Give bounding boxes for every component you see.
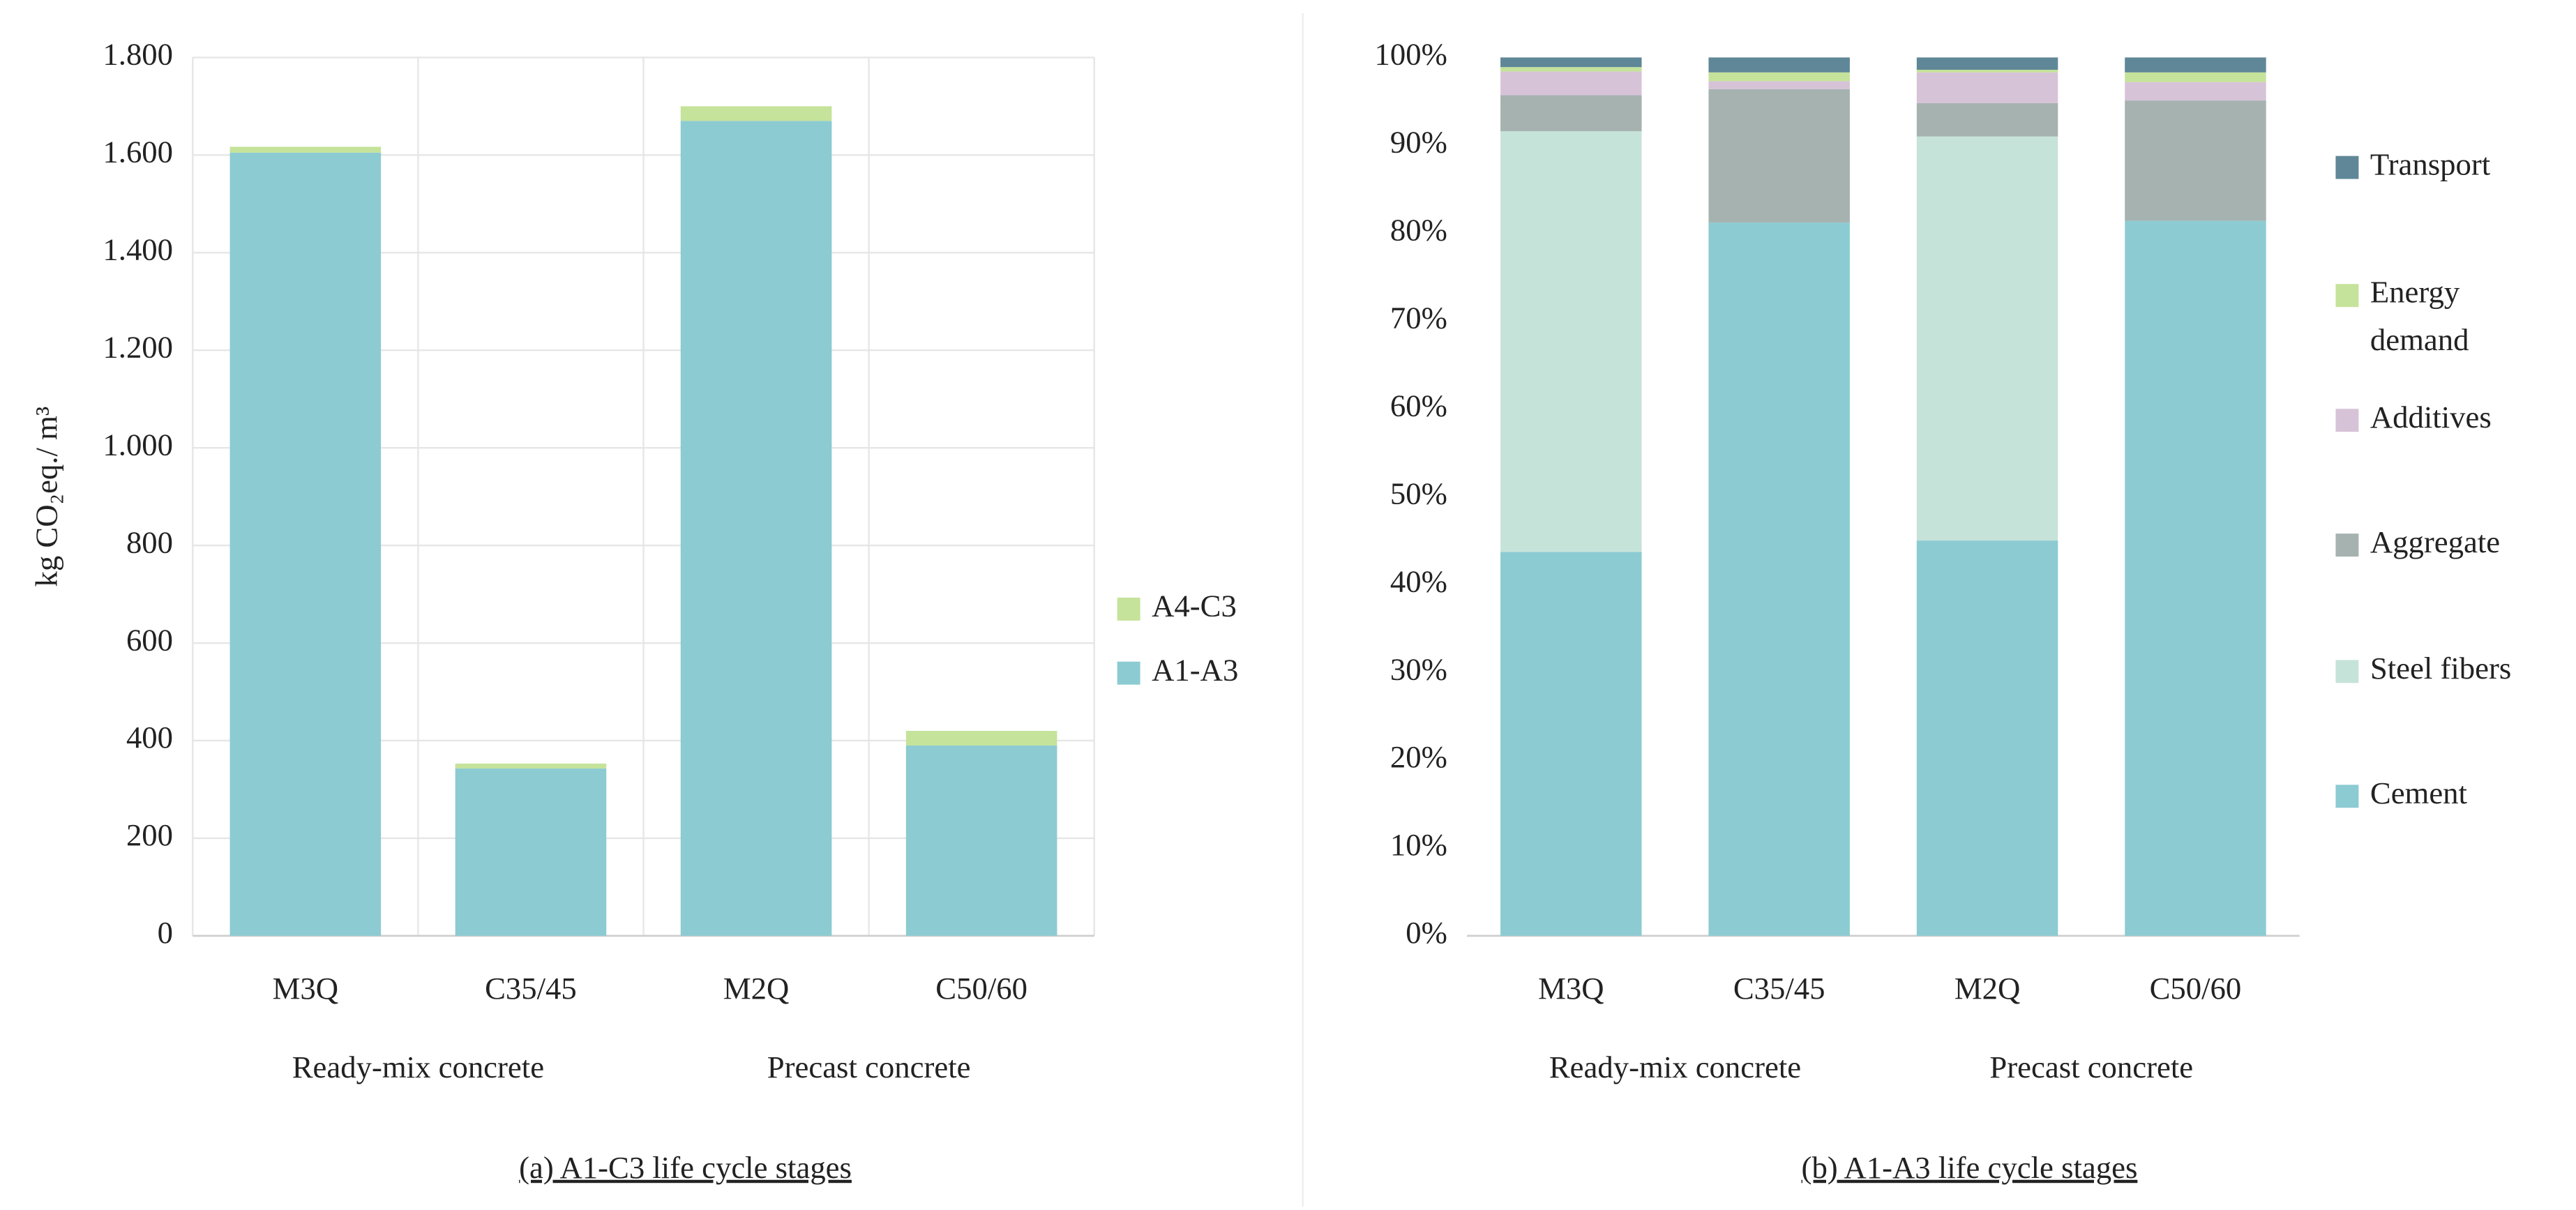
group-label: Ready-mix concrete — [1549, 1050, 1801, 1084]
bar-segment — [905, 730, 1057, 746]
bar-segment — [2125, 220, 2266, 936]
legend-label: Energy demand — [2370, 275, 2469, 357]
bar-segment — [680, 106, 832, 121]
group-label: Precast concrete — [767, 1050, 971, 1084]
bar-segment — [1708, 222, 1850, 936]
y-tick-label: 10% — [1390, 827, 1447, 862]
legend-label: Aggregate — [2370, 524, 2500, 559]
legend-swatch — [2335, 534, 2359, 557]
bar-segment — [455, 763, 607, 769]
y-tick-label: 400 — [126, 720, 173, 755]
bar-segment — [1916, 136, 2058, 541]
x-tick-label: M3Q — [273, 971, 338, 1006]
x-tick-label: C35/45 — [1733, 971, 1825, 1006]
legend-label: A1-A3 — [1152, 652, 1238, 687]
y-tick-label: 20% — [1390, 739, 1447, 774]
y-tick-label: 200 — [126, 817, 173, 852]
bar-segment — [1708, 81, 1850, 89]
y-tick-label: 600 — [126, 622, 173, 657]
group-label: Ready-mix concrete — [292, 1050, 544, 1084]
x-tick-label: M2Q — [1954, 971, 2020, 1006]
bar-segment — [1500, 95, 1642, 132]
y-tick-label: 0 — [158, 915, 173, 950]
bar-segment — [229, 152, 382, 936]
y-tick-label: 60% — [1390, 388, 1447, 423]
bar-segment — [1916, 103, 2058, 137]
bar-segment — [1916, 72, 2058, 103]
bar-segment — [1500, 67, 1642, 72]
legend-swatch — [2335, 284, 2359, 308]
legend-swatch — [2335, 785, 2359, 808]
legend-line: demand — [2370, 322, 2469, 357]
bar-segment — [1500, 71, 1642, 96]
legend-swatch — [2335, 660, 2359, 683]
y-tick-label: 1.000 — [103, 427, 173, 462]
x-tick-label: M2Q — [723, 971, 789, 1006]
y-tick-label: 800 — [126, 524, 173, 559]
bar-segment — [680, 121, 832, 936]
x-tick-label: M3Q — [1538, 971, 1604, 1006]
legend-label: A4-C3 — [1152, 589, 1237, 623]
bar-segment — [1708, 89, 1850, 223]
legend-swatch — [2335, 156, 2359, 179]
caption: (b) A1-A3 life cycle stages — [1802, 1150, 2138, 1185]
x-tick-label: C50/60 — [2150, 971, 2242, 1006]
bar-segment — [1500, 552, 1642, 936]
bar-segment — [2125, 72, 2266, 82]
bar-segment — [2125, 100, 2266, 221]
group-label: Precast concrete — [1989, 1050, 2193, 1084]
y-tick-label: 50% — [1390, 476, 1447, 511]
bar-segment — [2125, 57, 2266, 73]
y-tick-label: 1.800 — [103, 37, 173, 72]
legend-label: Cement — [2370, 776, 2468, 810]
y-tick-label: 1.400 — [103, 232, 173, 267]
y-tick-label: 1.600 — [103, 135, 173, 169]
caption: (a) A1-C3 life cycle stages — [519, 1150, 852, 1185]
y-tick-label: 90% — [1390, 125, 1447, 160]
y-tick-label: 70% — [1390, 300, 1447, 335]
bar-segment — [1916, 540, 2058, 936]
legend-swatch — [1117, 661, 1140, 685]
bar-segment — [1916, 70, 2058, 73]
legend-line: Energy — [2370, 275, 2468, 310]
x-tick-label: C35/45 — [485, 971, 577, 1006]
y-tick-label: 40% — [1390, 564, 1447, 598]
y-axis-label: kg CO₂eq./ m³ — [29, 407, 64, 587]
legend-label: Transport — [2370, 146, 2491, 181]
y-tick-label: 1.200 — [103, 329, 173, 364]
bar-segment — [1916, 57, 2058, 70]
bar-segment — [1500, 57, 1642, 68]
legend-label: Steel fibers — [2370, 651, 2511, 686]
y-tick-label: 80% — [1390, 213, 1447, 248]
y-tick-label: 0% — [1406, 915, 1447, 950]
bar-segment — [1708, 72, 1850, 82]
bar-segment — [229, 146, 382, 153]
y-tick-label: 30% — [1390, 651, 1447, 686]
legend-swatch — [2335, 409, 2359, 432]
bar-segment — [2125, 82, 2266, 101]
bar-segment — [1708, 57, 1850, 73]
bar-segment — [905, 745, 1057, 936]
legend-swatch — [1117, 597, 1140, 621]
x-tick-label: C50/60 — [935, 971, 1027, 1006]
bar-segment — [455, 768, 607, 936]
y-tick-label: 100% — [1375, 37, 1447, 72]
bar-segment — [1500, 131, 1642, 552]
legend-label: Additives — [2370, 400, 2492, 434]
